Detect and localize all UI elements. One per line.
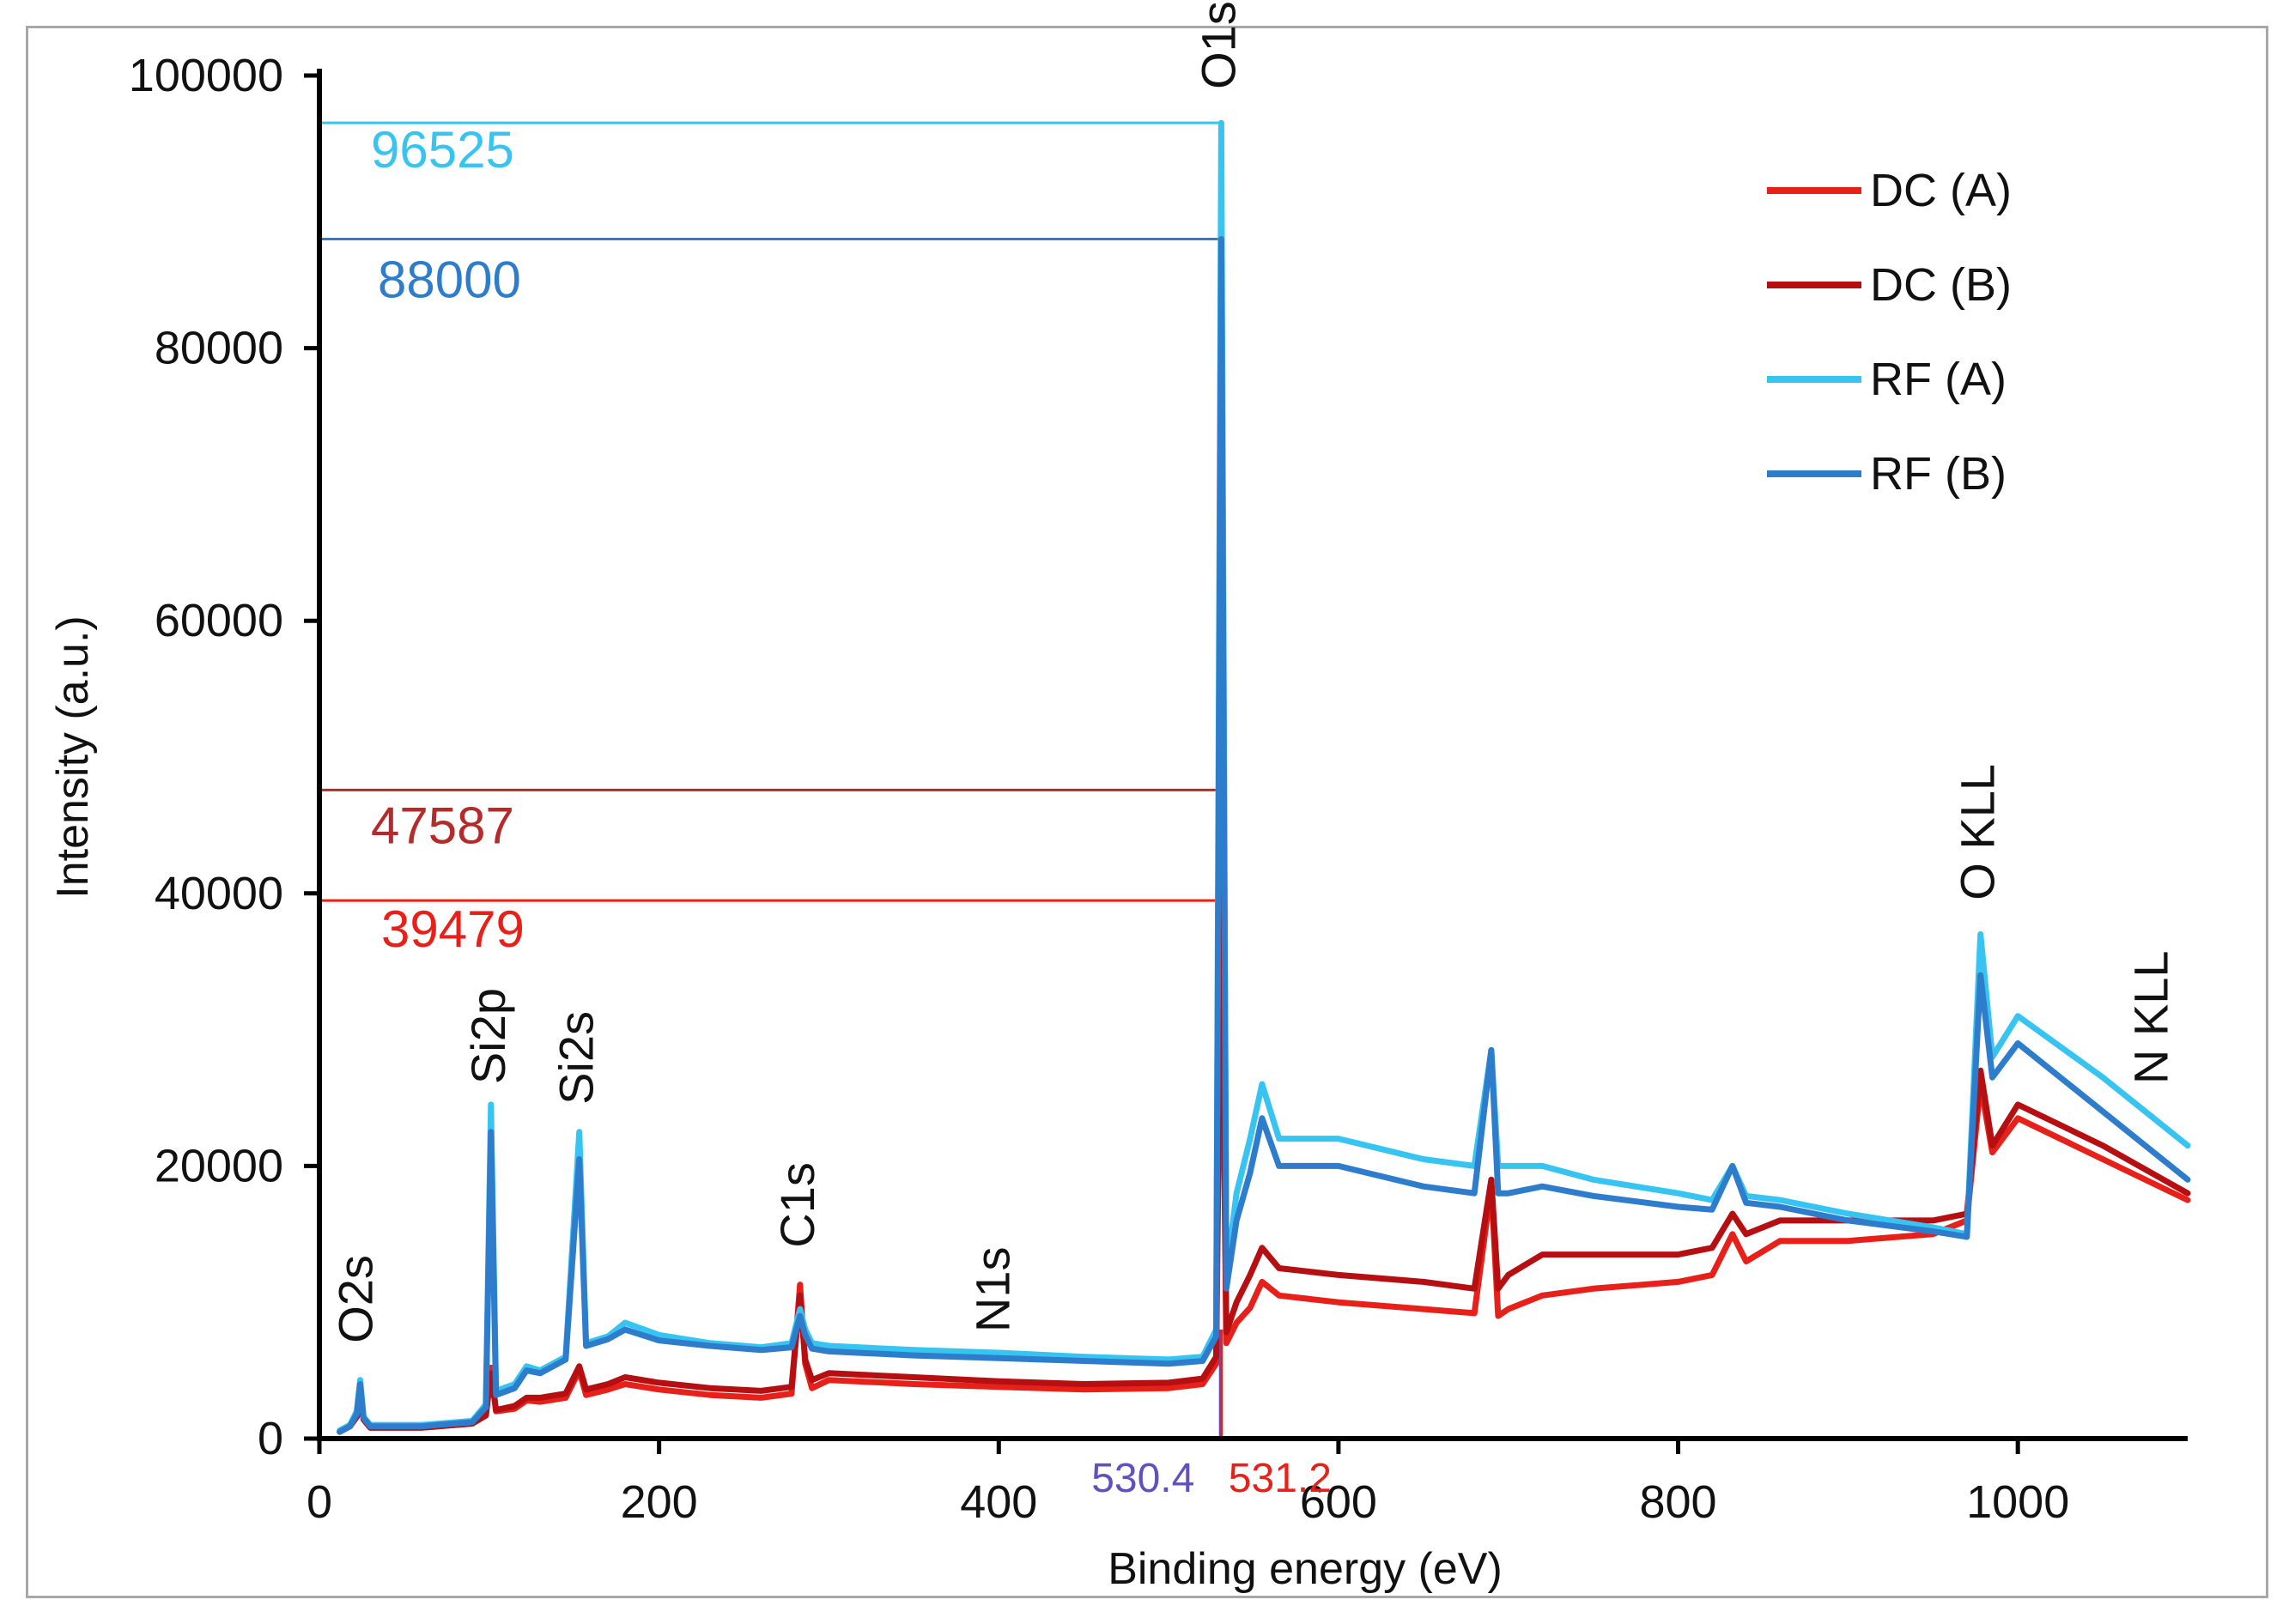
legend-label-dc-b: DC (B) — [1870, 259, 2012, 311]
peak-label-n1s: N1s — [965, 1247, 1019, 1333]
energy-marker-label-531-2: 531.2 — [1229, 1456, 1332, 1501]
reference-value-96525: 96525 — [371, 121, 514, 179]
series-line-dc-a — [337, 897, 2191, 1435]
x-axis-title: Binding energy (eV) — [1108, 1544, 1503, 1594]
peak-label-o1s: O1s — [1191, 1, 1245, 89]
y-tick-label-60000: 60000 — [155, 595, 283, 646]
x-tick-label-800: 800 — [1639, 1476, 1716, 1528]
peak-label-c1s: C1s — [770, 1162, 824, 1248]
legend-label-dc-a: DC (A) — [1870, 165, 2012, 216]
chart-frame — [26, 26, 2268, 1598]
reference-value-47587: 47587 — [371, 797, 514, 854]
reference-value-39479: 39479 — [381, 900, 525, 958]
y-tick-label-0: 0 — [258, 1413, 283, 1464]
x-tick-label-600: 600 — [1300, 1476, 1377, 1528]
peak-label-si2s: Si2s — [549, 1011, 604, 1105]
x-tick-label-0: 0 — [307, 1476, 332, 1528]
y-tick-label-40000: 40000 — [155, 868, 283, 919]
x-tick-label-400: 400 — [960, 1476, 1037, 1528]
y-tick-label-100000: 100000 — [129, 50, 283, 101]
series-line-rf-b — [337, 236, 2191, 1435]
peak-label-n-kll: N KLL — [2123, 950, 2177, 1084]
series-line-dc-b — [337, 786, 2191, 1435]
x-tick-label-200: 200 — [621, 1476, 698, 1528]
peak-label-o2s: O2s — [329, 1255, 383, 1343]
y-axis-title: Intensity (a.u.) — [48, 615, 98, 898]
peak-label-o-kll: O KLL — [1951, 764, 2005, 900]
y-tick-label-20000: 20000 — [155, 1140, 283, 1191]
reference-value-88000: 88000 — [378, 251, 521, 309]
energy-marker-label-530-4: 530.4 — [1091, 1456, 1194, 1501]
legend-label-rf-b: RF (B) — [1870, 448, 2007, 500]
peak-label-si2p: Si2p — [461, 988, 515, 1084]
legend-label-rf-a: RF (A) — [1870, 354, 2007, 405]
y-tick-label-80000: 80000 — [155, 323, 283, 374]
x-tick-label-1000: 1000 — [1966, 1476, 2069, 1528]
